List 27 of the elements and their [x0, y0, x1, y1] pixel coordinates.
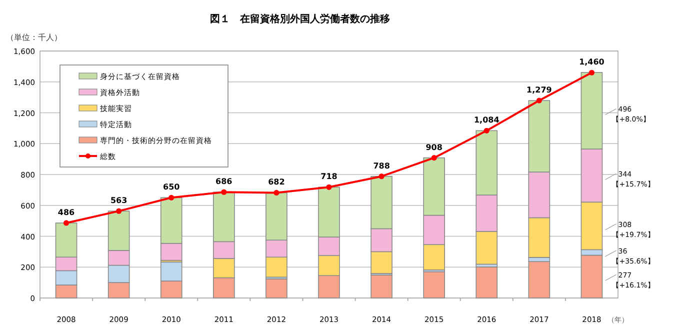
point — [274, 190, 280, 196]
data-label: 788 — [373, 161, 390, 170]
point — [378, 174, 384, 180]
bar — [476, 266, 498, 298]
point — [116, 208, 122, 214]
point — [431, 155, 437, 161]
point — [168, 194, 174, 200]
y-axis-title: （単位：千人） — [6, 33, 62, 42]
bar — [266, 278, 288, 298]
point — [588, 70, 595, 76]
point — [63, 220, 70, 226]
data-label: 1,279 — [526, 86, 552, 95]
data-label: 650 — [163, 182, 180, 192]
data-label: 718 — [320, 172, 338, 182]
point — [221, 189, 227, 195]
chart-title: 図１ 在留資格別外国人労働者数の推移 — [210, 13, 390, 25]
point — [484, 128, 490, 134]
data-label: 563 — [110, 196, 128, 206]
data-label: 686 — [216, 177, 233, 186]
data-label: 682 — [268, 178, 285, 187]
bar — [528, 261, 550, 298]
data-label: 486 — [58, 208, 76, 217]
data-label: 908 — [426, 142, 443, 152]
data-label: 1,084 — [474, 116, 500, 125]
point — [326, 184, 332, 190]
point — [536, 98, 542, 104]
data-label: 1,460 — [579, 58, 605, 67]
